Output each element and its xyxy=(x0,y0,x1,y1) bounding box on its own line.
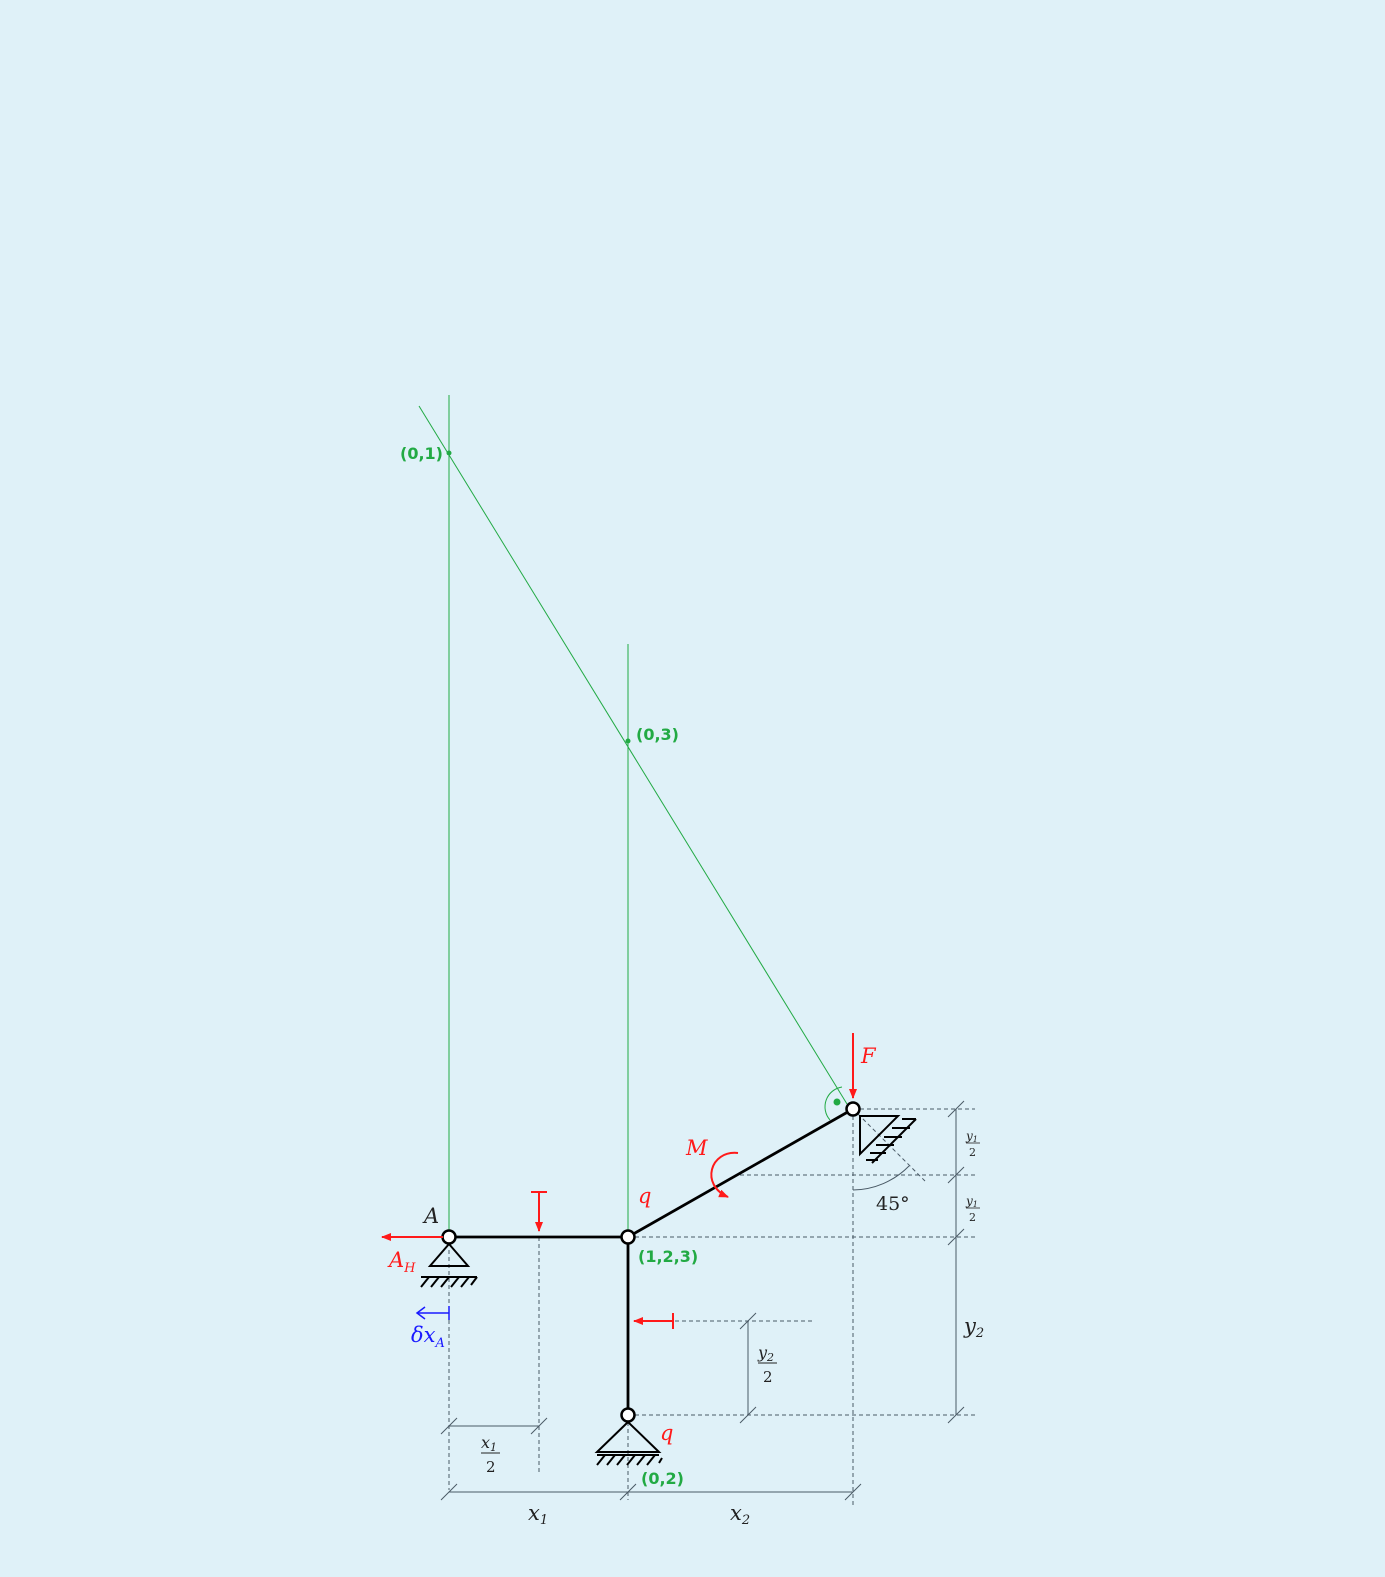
hinge-a xyxy=(441,1229,457,1245)
dim-x2-label: x2 xyxy=(730,1501,750,1528)
dim-x1-label: x1 xyxy=(528,1501,548,1528)
pole-label-123: (1,2,3) xyxy=(638,1247,698,1266)
svg-text:y2: y2 xyxy=(757,1343,774,1364)
force-f-label: F xyxy=(860,1044,877,1068)
support-roller-inclined xyxy=(859,1115,917,1164)
pole-lines xyxy=(418,395,848,1237)
dim-y1-half-upper-label: y1 2 xyxy=(965,1129,980,1159)
dimension-lines xyxy=(440,1100,965,1501)
support-a xyxy=(420,1242,478,1288)
pole-line-diagonal xyxy=(418,405,848,1105)
dim-y1-half-lower-label: y1 2 xyxy=(965,1194,980,1224)
svg-text:y1: y1 xyxy=(965,1129,978,1144)
svg-text:2: 2 xyxy=(969,1211,976,1224)
support-bottom xyxy=(594,1420,663,1466)
svg-text:2: 2 xyxy=(763,1368,773,1386)
dim-x1-half-label: x1 2 xyxy=(481,1433,500,1476)
virtual-displacement-label: δxA xyxy=(411,1323,445,1351)
hinge-joint xyxy=(620,1229,636,1245)
dim-y2-label: y2 xyxy=(963,1314,984,1341)
svg-text:2: 2 xyxy=(486,1458,496,1476)
load-q-upper-label: q xyxy=(638,1184,651,1208)
angle-45-label: 45° xyxy=(876,1193,910,1215)
moment-m-label: M xyxy=(685,1136,708,1160)
hinge-roller xyxy=(845,1101,861,1117)
pole-label-02: (0,2) xyxy=(641,1469,684,1488)
pole-label-01: (0,1) xyxy=(400,444,443,463)
load-q-lower-label: q xyxy=(660,1421,673,1445)
reaction-ah-label: AH xyxy=(387,1248,416,1276)
pole-point-01 xyxy=(446,450,452,456)
hinge-bottom xyxy=(620,1407,636,1423)
right-angle-arc xyxy=(824,1086,843,1121)
virtual-displacement xyxy=(415,1306,450,1320)
dim-y2-half-label: y2 2 xyxy=(757,1343,777,1386)
loads xyxy=(381,1033,857,1329)
beam-inclined xyxy=(627,1107,854,1239)
pole-label-03: (0,3) xyxy=(636,725,679,744)
svg-text:2: 2 xyxy=(969,1146,976,1159)
point-a-label: A xyxy=(422,1204,439,1228)
svg-text:x1: x1 xyxy=(481,1433,497,1454)
svg-text:y1: y1 xyxy=(965,1194,978,1209)
right-angle-dot xyxy=(833,1098,841,1106)
structure xyxy=(449,1107,854,1415)
pole-point-03 xyxy=(625,738,631,744)
moment-m-arrow xyxy=(710,1151,739,1198)
